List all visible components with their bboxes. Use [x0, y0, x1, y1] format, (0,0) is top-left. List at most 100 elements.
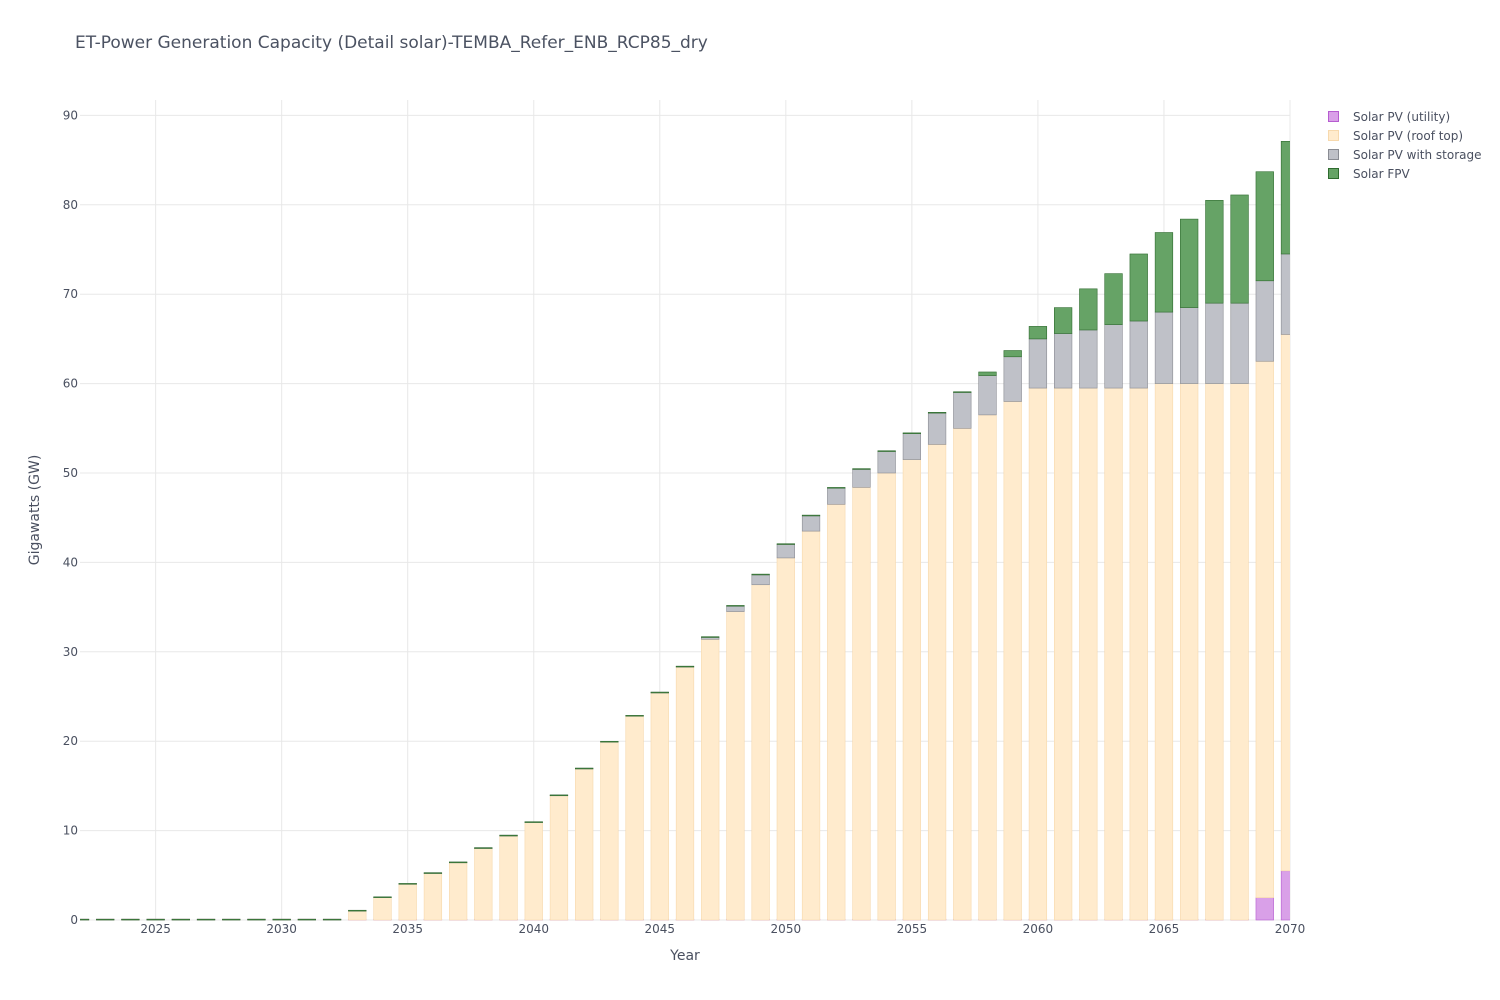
bar-segment	[877, 472, 896, 921]
bar-segment	[827, 487, 846, 489]
bar-segment	[877, 451, 896, 474]
bar-segment	[1079, 387, 1098, 921]
bar-segment	[1129, 320, 1148, 389]
bar-segment	[272, 918, 291, 921]
bar-segment	[902, 433, 921, 460]
bar-segment	[776, 557, 795, 921]
bar-segment	[927, 412, 947, 445]
bar-segment	[373, 896, 392, 898]
y-tick-label: 80	[63, 198, 78, 212]
x-tick-label: 2025	[140, 922, 171, 936]
bar-segment	[423, 873, 443, 921]
bar-segment	[373, 897, 392, 921]
bar-segment	[650, 692, 669, 921]
y-tick-label: 10	[63, 824, 78, 838]
bar-segment	[499, 834, 518, 837]
bar-segment	[751, 574, 770, 586]
bar-segment	[1003, 401, 1022, 921]
bar-segment	[1180, 218, 1199, 308]
legend-item[interactable]: Solar PV with storage	[1328, 145, 1482, 164]
bar-segment	[1255, 360, 1274, 898]
bar-segment	[423, 872, 443, 874]
bar-segment	[1028, 387, 1048, 921]
bar-segment	[600, 741, 619, 921]
bar-segment	[726, 611, 745, 921]
bar-segment	[801, 530, 821, 921]
bar-segment	[146, 918, 165, 921]
legend-item[interactable]: Solar PV (roof top)	[1328, 126, 1482, 145]
bar-segment	[1255, 897, 1274, 921]
bar-segment	[499, 835, 518, 921]
bar-segment	[1230, 194, 1249, 304]
bar-segment	[1104, 273, 1123, 325]
x-tick-label: 2045	[645, 922, 676, 936]
bar-segment	[1280, 253, 1290, 335]
y-tick-label: 60	[63, 377, 78, 391]
bar-segment	[524, 822, 543, 921]
bar-segment	[650, 691, 669, 694]
bar-segment	[1230, 302, 1249, 384]
legend-item[interactable]: Solar FPV	[1328, 164, 1482, 183]
bar-segment	[474, 847, 493, 849]
legend-swatch	[1328, 168, 1339, 179]
y-tick-label: 30	[63, 645, 78, 659]
bar-segment	[927, 444, 947, 921]
bar-segment	[701, 638, 720, 921]
bar-segment	[1280, 334, 1290, 872]
bar-segment	[1028, 338, 1048, 389]
bar-segment	[575, 767, 594, 770]
bar-segment	[196, 918, 216, 921]
bar-segment	[978, 414, 997, 921]
bar-segment	[801, 515, 821, 532]
bar-segment	[978, 375, 997, 416]
bar-segment	[827, 487, 846, 505]
bar-segment	[1054, 307, 1073, 334]
bar-segment	[398, 883, 417, 885]
x-tick-label: 2065	[1149, 922, 1180, 936]
bar-segment	[524, 821, 543, 823]
bar-segment	[801, 514, 821, 517]
bar-segment	[121, 918, 140, 921]
legend-item[interactable]: Solar PV (utility)	[1328, 107, 1482, 126]
bar-segment	[776, 544, 795, 559]
bar-segment	[1003, 356, 1022, 402]
legend-label: Solar PV with storage	[1353, 147, 1482, 162]
bar-group	[80, 141, 1290, 921]
y-axis-title: Gigawatts (GW)	[27, 455, 43, 566]
bar-segment	[1205, 200, 1224, 304]
bar-segment	[852, 469, 871, 488]
bar-segment	[625, 715, 644, 717]
bar-segment	[449, 861, 468, 864]
x-tick-label: 2055	[897, 922, 928, 936]
y-tick-label: 40	[63, 555, 78, 569]
bar-segment	[1255, 171, 1274, 282]
bar-segment	[1104, 387, 1123, 921]
bar-segment	[675, 666, 695, 921]
bar-segment	[348, 909, 367, 912]
y-tick-label: 20	[63, 734, 78, 748]
bar-segment	[1079, 329, 1098, 389]
y-tick-label: 0	[70, 913, 78, 927]
x-tick-label: 2050	[771, 922, 802, 936]
bar-segment	[1180, 307, 1199, 384]
bar-segment	[751, 584, 770, 921]
bar-segment	[1003, 350, 1022, 358]
bar-segment	[96, 918, 115, 921]
bar-segment	[1129, 253, 1148, 322]
bar-segment	[1280, 141, 1290, 255]
bar-segment	[978, 371, 997, 376]
bar-segment	[953, 391, 972, 393]
bar-segment	[1205, 302, 1224, 384]
y-tick-label: 90	[63, 108, 78, 122]
bar-segment	[1230, 383, 1249, 921]
x-tick-label: 2060	[1023, 922, 1054, 936]
bar-segment	[297, 918, 316, 921]
bar-segment	[575, 768, 594, 921]
bar-segment	[902, 459, 921, 921]
bar-segment	[474, 848, 493, 921]
x-tick-label: 2030	[266, 922, 297, 936]
bar-segment	[852, 487, 871, 921]
bar-segment	[1054, 333, 1073, 389]
legend-label: Solar PV (roof top)	[1353, 128, 1464, 143]
